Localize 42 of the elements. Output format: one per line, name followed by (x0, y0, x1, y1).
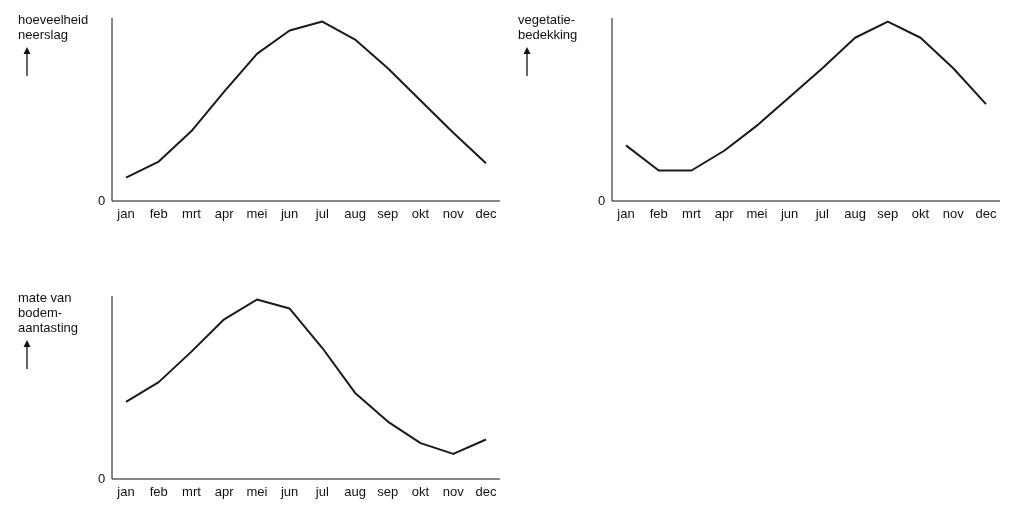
x-tick-label: feb (149, 206, 168, 222)
x-tick-label: jun (779, 206, 799, 222)
x-tick-label: aug (344, 206, 366, 222)
x-tick-label: apr (714, 206, 735, 222)
text: 0 (598, 193, 606, 208)
y-axis-title: mate van bodem-aantasting (18, 290, 79, 335)
text: 0 (98, 471, 106, 486)
x-tick-label: mrt (182, 206, 202, 222)
y-axis-title: hoeveelheid neerslag (18, 12, 90, 42)
x-tick-label: jul (814, 206, 829, 222)
x-tick-label: jan (116, 484, 135, 500)
x-tick-label: mei (246, 484, 268, 500)
x-tick-label: feb (149, 484, 168, 500)
x-tick-label: dec (975, 206, 997, 222)
x-tick-label: nov (442, 206, 465, 222)
x-tick-label: apr (214, 484, 235, 500)
x-tick-label: aug (844, 206, 866, 222)
x-tick-label: jun (279, 484, 299, 500)
x-tick-label: mei (746, 206, 768, 222)
x-tick-label: sep (377, 484, 399, 500)
x-tick-label: jul (314, 206, 329, 222)
x-tick-label: dec (475, 484, 497, 500)
x-tick-label: mrt (682, 206, 702, 222)
x-tick-label: mei (246, 206, 268, 222)
x-tick-label: jul (314, 484, 329, 500)
y-axis-title: vegetatie-bedekking (518, 12, 579, 42)
x-tick-label: okt (911, 206, 930, 222)
x-tick-label: jun (279, 206, 299, 222)
text: 0 (98, 193, 106, 208)
x-tick-label: sep (377, 206, 399, 222)
x-tick-label: nov (942, 206, 965, 222)
x-tick-label: nov (442, 484, 465, 500)
x-tick-label: mrt (182, 484, 202, 500)
x-tick-label: dec (475, 206, 497, 222)
x-tick-label: jan (616, 206, 635, 222)
x-tick-label: sep (877, 206, 899, 222)
x-tick-label: jan (116, 206, 135, 222)
x-tick-label: okt (411, 206, 430, 222)
x-tick-label: aug (344, 484, 366, 500)
x-tick-label: feb (649, 206, 668, 222)
x-tick-label: okt (411, 484, 430, 500)
x-tick-label: apr (214, 206, 235, 222)
